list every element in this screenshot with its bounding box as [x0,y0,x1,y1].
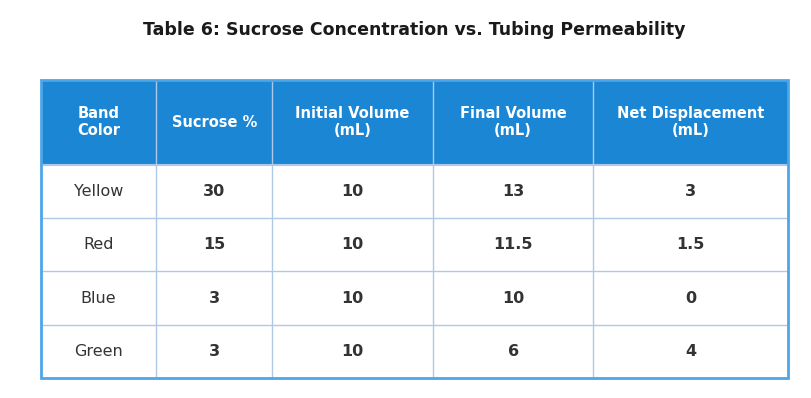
Text: Red: Red [84,237,114,252]
Text: Band
Color: Band Color [77,106,120,139]
Text: Green: Green [74,344,122,359]
Text: 10: 10 [501,291,524,306]
Bar [272,325,432,378]
Bar [593,325,787,378]
Text: 3: 3 [208,344,220,359]
Text: 15: 15 [203,237,225,252]
Text: Table 6: Sucrose Concentration vs. Tubing Permeability: Table 6: Sucrose Concentration vs. Tubin… [143,21,684,39]
Text: 10: 10 [341,344,363,359]
Text: 30: 30 [203,184,225,199]
Text: 4: 4 [684,344,695,359]
Bar [432,325,593,378]
Text: Blue: Blue [80,291,116,306]
Bar [272,218,432,271]
Bar [157,165,272,218]
Bar [41,325,157,378]
Bar [272,165,432,218]
Text: 10: 10 [341,237,363,252]
Text: 10: 10 [341,184,363,199]
Bar [41,165,157,218]
Text: 6: 6 [507,344,518,359]
Bar [593,218,787,271]
Bar [432,165,593,218]
Bar [593,271,787,325]
Bar [432,271,593,325]
Text: 0: 0 [684,291,695,306]
Text: 11.5: 11.5 [493,237,532,252]
Bar [272,271,432,325]
Bar [41,271,157,325]
Text: Sucrose %: Sucrose % [171,115,256,130]
Text: 13: 13 [501,184,524,199]
Text: 3: 3 [208,291,220,306]
Bar [41,80,787,165]
Text: Initial Volume
(mL): Initial Volume (mL) [295,106,410,139]
Text: Net Displacement
(mL): Net Displacement (mL) [616,106,763,139]
Text: Yellow: Yellow [74,184,123,199]
Text: 3: 3 [684,184,695,199]
Text: 10: 10 [341,291,363,306]
Bar [157,218,272,271]
Bar [41,80,787,378]
Bar [432,218,593,271]
Bar [41,218,157,271]
Bar [157,271,272,325]
Text: Final Volume
(mL): Final Volume (mL) [459,106,566,139]
Bar [157,325,272,378]
Text: 1.5: 1.5 [676,237,704,252]
Bar [593,165,787,218]
